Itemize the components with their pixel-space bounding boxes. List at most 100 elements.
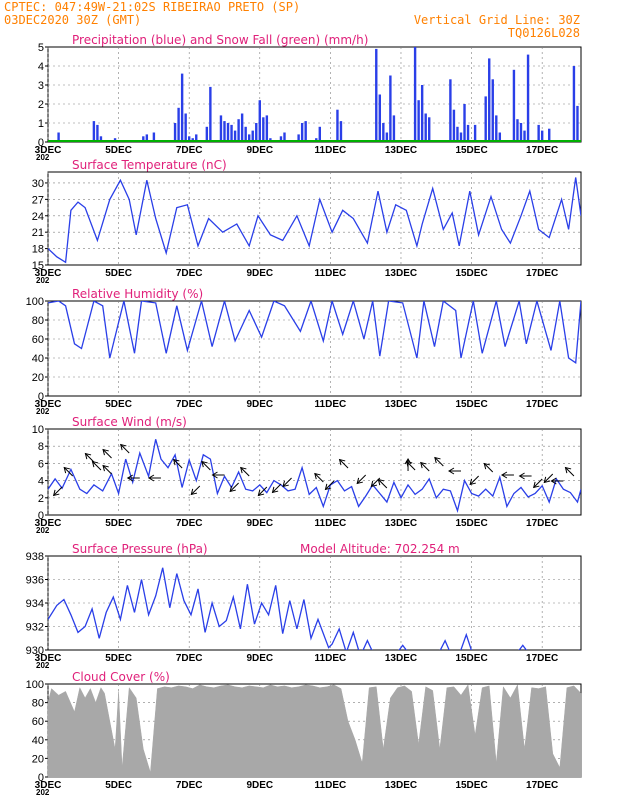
y-tick-label: 27	[32, 194, 44, 206]
x-tick-label: 11DEC	[315, 268, 347, 279]
y-tick-label: 0	[38, 391, 44, 403]
x-year-label: 202	[36, 153, 50, 162]
wind-direction-arrow	[257, 486, 268, 497]
precip-bar	[484, 96, 487, 142]
plot-frame	[47, 171, 582, 266]
x-tick-label: 5DEC	[105, 518, 132, 529]
wind-direction-arrow	[147, 474, 161, 482]
wind-direction-arrow	[126, 474, 140, 482]
wind-direction-arrow	[483, 462, 494, 473]
panel-title: Cloud Cover (%)	[72, 670, 170, 684]
y-tick-label: 930	[26, 645, 44, 657]
pressure-line	[48, 567, 528, 650]
wind-direction-arrow	[420, 461, 430, 472]
precip-bar	[209, 86, 212, 142]
panels: 0 1 2 3 4 5 3DEC 5DEC 7DEC 9DEC 11DEC 13DEC 15DEC 17D…	[26, 33, 582, 797]
x-tick-label: 9DEC	[246, 268, 273, 279]
x-tick-label: 7DEC	[176, 653, 203, 664]
wind-direction-arrow	[532, 478, 543, 489]
y-tick-label: 5	[38, 42, 44, 54]
panel-cloud-cover: 0 20 40 60 80 100 3DEC 5DEC 7DEC 9DEC 11DEC 13DEC 15…	[26, 670, 582, 797]
x-tick-label: 9DEC	[246, 518, 273, 529]
x-tick-label: 5DEC	[105, 780, 132, 791]
y-tick-label: 1	[38, 118, 44, 130]
x-tick-label: 3DEC	[35, 399, 62, 410]
y-tick-label: 80	[32, 315, 44, 327]
wind-speed-line	[48, 439, 581, 513]
wind-direction-arrow	[84, 452, 95, 463]
panel-relative-humidity: 0 20 40 60 80 100 3DEC 5DEC 7DEC 9DEC 11DEC 13DEC 15…	[26, 287, 582, 416]
y-tick-label: 2	[38, 99, 44, 111]
precip-bar	[247, 134, 251, 142]
y-tick-label: 18	[32, 244, 44, 256]
wind-direction-arrow	[550, 477, 564, 485]
precip-bar	[244, 126, 247, 142]
panel-title: Relative Humidity (%)	[72, 287, 203, 301]
precip-bar	[230, 124, 233, 142]
precip-bar	[389, 75, 392, 142]
wind-direction-arrow	[324, 480, 335, 491]
x-tick-label: 15DEC	[455, 399, 487, 410]
wind-direction-arrow	[500, 471, 514, 479]
precip-bar	[540, 130, 544, 142]
x-tick-label: 17DEC	[526, 145, 558, 156]
precip-bar	[177, 107, 180, 142]
wind-direction-arrow	[564, 466, 575, 477]
y-tick-label: 100	[26, 296, 44, 308]
precip-bar	[576, 105, 579, 142]
y-tick-label: 934	[26, 598, 44, 610]
precip-bar	[223, 121, 226, 142]
x-tick-label: 3DEC	[35, 268, 62, 279]
precip-bar	[456, 126, 459, 142]
precip-bar	[382, 123, 385, 142]
header-station: CPTEC: 047:49W-21:02S RIBEIRAO PRETO (SP…	[4, 0, 300, 14]
wind-direction-arrow	[120, 443, 130, 454]
y-tick-label: 21	[32, 227, 44, 239]
precip-bar	[523, 130, 526, 142]
panel-surface-wind-m-s: 0 2 4 6 8 10 3DEC 5DEC 7DEC 9DEC 11DEC 13DEC 15DEC 17…	[32, 415, 582, 535]
x-tick-label: 13DEC	[385, 518, 417, 529]
precip-bar	[491, 79, 494, 142]
precip-bar	[548, 128, 551, 142]
precip-bar	[463, 104, 466, 142]
y-tick-label: 40	[32, 353, 44, 365]
x-tick-label: 11DEC	[315, 518, 347, 529]
y-tick-label: 6	[38, 458, 44, 470]
plot-frame	[47, 428, 582, 516]
panel-title: Surface Temperature (nC)	[72, 158, 227, 172]
x-tick-label: 9DEC	[246, 399, 273, 410]
precip-bar	[417, 100, 420, 142]
panel-subtitle: Model Altitude: 702.254 m	[300, 542, 460, 556]
precip-bar	[424, 113, 427, 142]
x-tick-label: 15DEC	[455, 268, 487, 279]
y-tick-label: 15	[32, 260, 44, 272]
wind-direction-arrow	[543, 473, 554, 484]
plot-frame	[47, 46, 582, 143]
wind-direction-arrow	[91, 460, 102, 471]
x-tick-label: 9DEC	[246, 780, 273, 791]
precip-bar	[258, 100, 261, 142]
wind-direction-arrow	[190, 485, 201, 496]
y-tick-label: 60	[32, 334, 44, 346]
precip-bar	[428, 117, 431, 142]
y-tick-label: 20	[32, 753, 44, 765]
precip-bar	[96, 124, 99, 142]
wind-direction-arrow	[52, 486, 63, 497]
y-tick-label: 3	[38, 80, 44, 92]
x-tick-label: 13DEC	[385, 780, 417, 791]
precip-bar	[519, 123, 523, 142]
precip-bar	[392, 115, 396, 142]
temperature-line	[48, 177, 581, 264]
x-tick-label: 17DEC	[526, 780, 558, 791]
wind-direction-arrow	[469, 475, 479, 486]
x-tick-label: 13DEC	[385, 145, 417, 156]
x-tick-label: 7DEC	[176, 780, 203, 791]
wind-direction-arrow	[377, 478, 388, 489]
x-tick-label: 11DEC	[315, 780, 347, 791]
precip-bar	[304, 121, 307, 142]
precip-bar	[526, 54, 530, 142]
panel-surface-pressure-hpa: 930 932 934 936 938 3DEC 5DEC 7DEC 9DEC 11DEC 13DE…	[26, 542, 582, 670]
wind-direction-arrow	[201, 460, 211, 471]
wind-direction-arrow	[282, 477, 292, 488]
wind-direction-arrow	[271, 483, 282, 494]
